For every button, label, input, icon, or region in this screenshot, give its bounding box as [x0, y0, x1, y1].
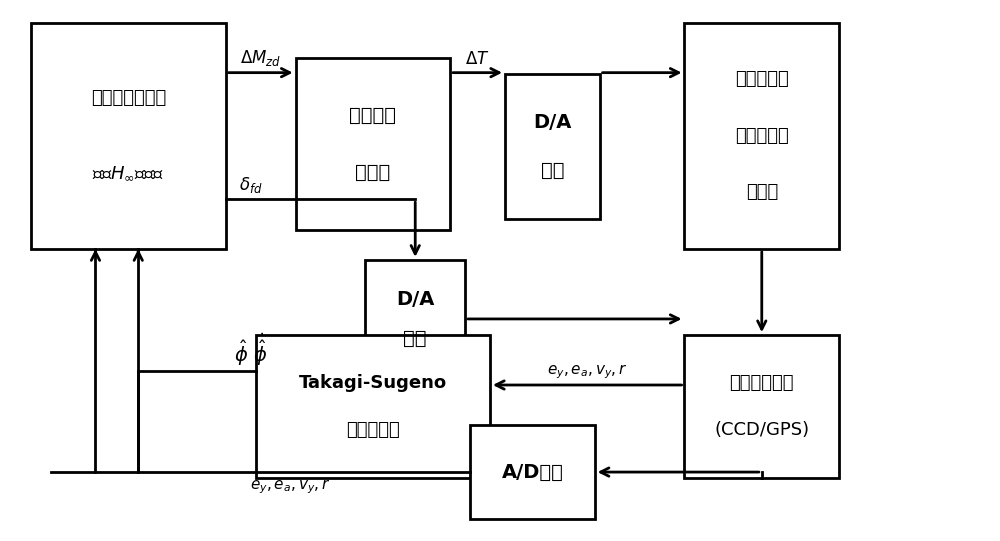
- Text: A/D模块: A/D模块: [501, 463, 563, 481]
- Text: 鲁棒$H_\infty$控制器: 鲁棒$H_\infty$控制器: [92, 164, 165, 183]
- Bar: [365, 260, 465, 378]
- Text: 分配律: 分配律: [355, 163, 390, 182]
- Text: 横向和侧倾综合: 横向和侧倾综合: [91, 89, 166, 107]
- Bar: [684, 335, 839, 478]
- Bar: [505, 74, 600, 219]
- Text: (CCD/GPS): (CCD/GPS): [714, 421, 809, 439]
- Text: 动汽车: 动汽车: [746, 183, 778, 201]
- Text: $\Delta M_{zd}$: $\Delta M_{zd}$: [240, 48, 281, 68]
- Text: D/A: D/A: [533, 113, 572, 132]
- Text: $\hat{\phi}\ \dot{\hat{\phi}}$: $\hat{\phi}\ \dot{\hat{\phi}}$: [234, 332, 267, 368]
- Text: 模块: 模块: [541, 161, 564, 181]
- Bar: [296, 58, 450, 230]
- Bar: [470, 425, 595, 519]
- Text: 车载传感系统: 车载传感系统: [730, 374, 794, 392]
- Text: 模糊观测器: 模糊观测器: [346, 421, 400, 439]
- Bar: [256, 335, 490, 478]
- Text: $e_y, e_a, v_y, r$: $e_y, e_a, v_y, r$: [250, 478, 331, 496]
- Text: 布式驱动电: 布式驱动电: [735, 127, 789, 145]
- Bar: [31, 23, 226, 249]
- Bar: [684, 23, 839, 249]
- Text: 遗传优化: 遗传优化: [349, 106, 396, 125]
- Text: D/A: D/A: [396, 289, 434, 309]
- Text: $e_y, e_a, v_y, r$: $e_y, e_a, v_y, r$: [547, 362, 628, 381]
- Text: 模块: 模块: [403, 329, 427, 348]
- Text: 自动驾驶分: 自动驾驶分: [735, 70, 789, 88]
- Text: Takagi-Sugeno: Takagi-Sugeno: [299, 374, 447, 392]
- Text: $\delta_{fd}$: $\delta_{fd}$: [239, 175, 263, 195]
- Text: $\Delta T$: $\Delta T$: [465, 50, 490, 68]
